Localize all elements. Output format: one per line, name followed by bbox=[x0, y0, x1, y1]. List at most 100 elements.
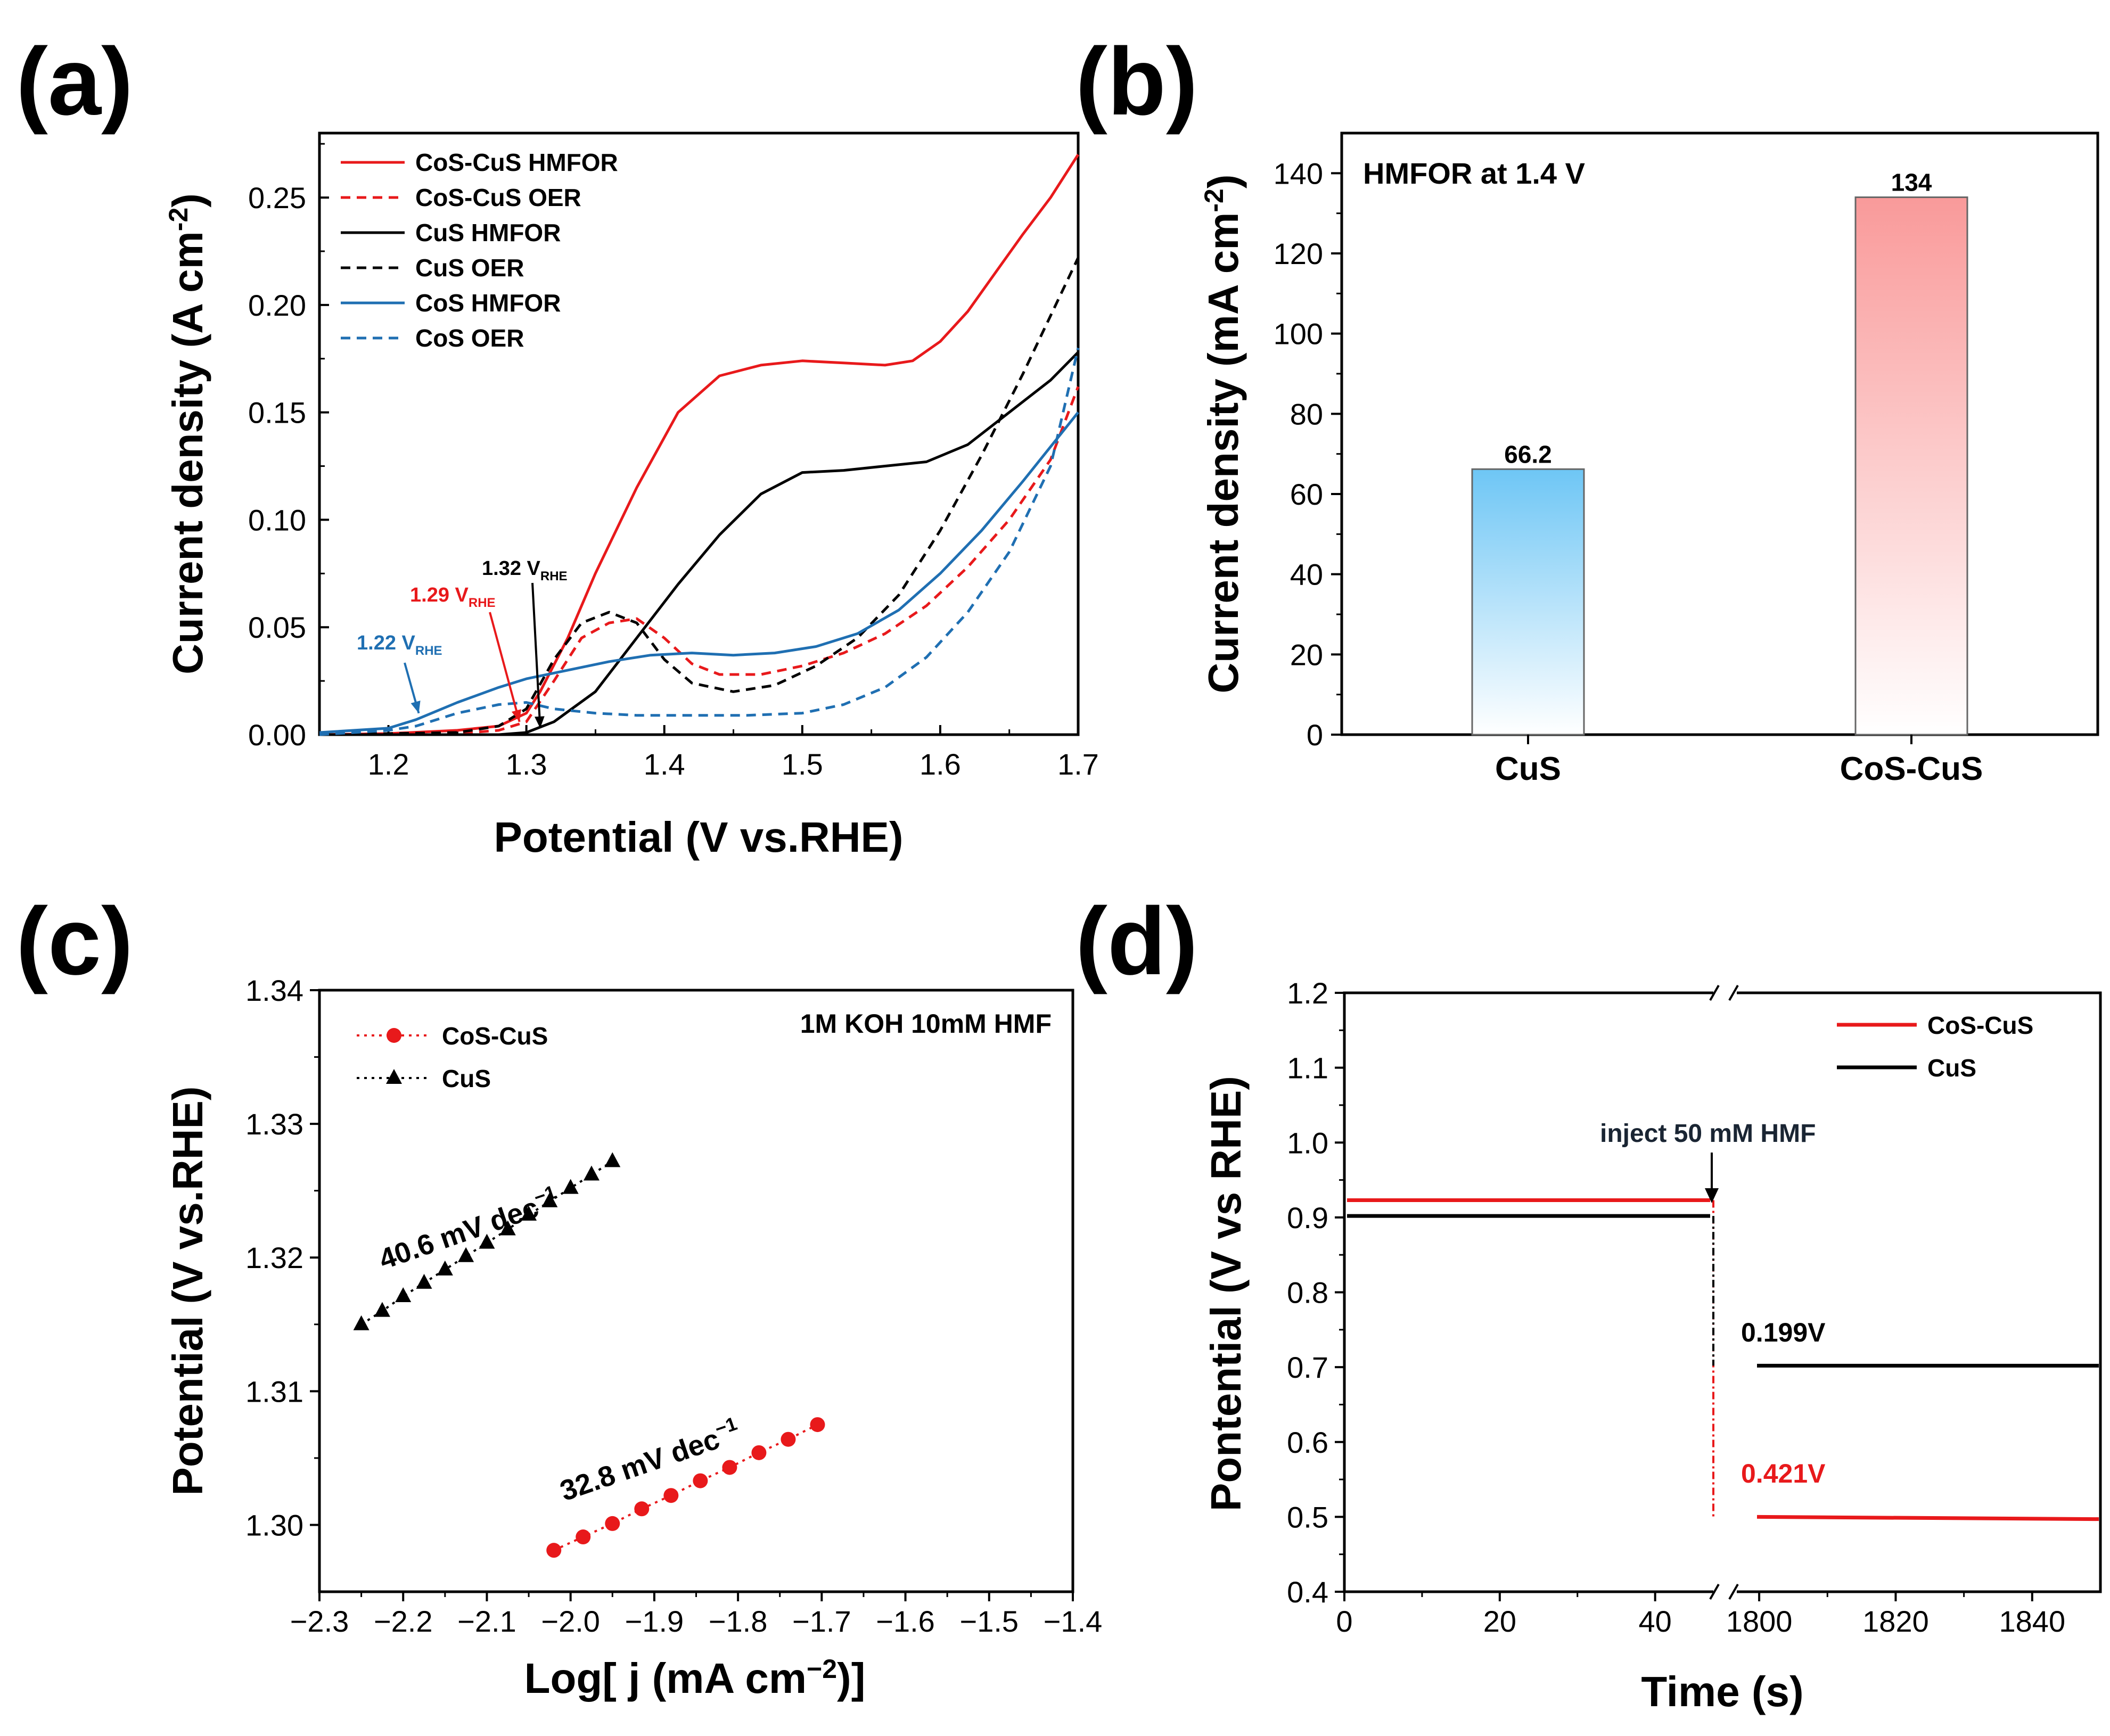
y-tick-label: 100 bbox=[1274, 317, 1323, 351]
data-point-cos-cus bbox=[693, 1473, 708, 1488]
data-point-cus bbox=[416, 1273, 432, 1289]
data-point-cus bbox=[604, 1152, 621, 1167]
y-tick-label: 0.5 bbox=[1287, 1500, 1328, 1534]
annotation-arrow bbox=[489, 612, 521, 722]
x-tick-label: 1820 bbox=[1862, 1605, 1929, 1638]
annotation-arrowhead bbox=[1705, 1188, 1719, 1203]
data-point-cus bbox=[353, 1315, 370, 1330]
bar-value-label: 66.2 bbox=[1504, 440, 1552, 468]
y-tick-label: 0.15 bbox=[248, 396, 306, 430]
panel-label-a: (a) bbox=[16, 28, 133, 135]
data-point-cos-cus bbox=[634, 1501, 650, 1517]
y-tick-label: 140 bbox=[1274, 157, 1323, 190]
legend-label: CoS-CuS HMFOR bbox=[415, 149, 618, 176]
y-tick-label: 120 bbox=[1274, 237, 1323, 270]
y-tick-label: 0.4 bbox=[1287, 1575, 1328, 1609]
series-line-cus-hmfor bbox=[319, 351, 1079, 736]
y-axis-title: Current density (mA cm-2) bbox=[1199, 175, 1247, 694]
panel-a-chart: 1.2 1.3 1.4 1.5 1.6 1.7 0.00 0.05 0.10 0.15 0.20 0.… bbox=[163, 131, 1099, 861]
x-tick-label: −1.7 bbox=[792, 1605, 851, 1638]
y-tick-label: 1.30 bbox=[245, 1508, 303, 1542]
data-point-cus bbox=[521, 1205, 537, 1221]
x-tick-label: 1840 bbox=[1999, 1605, 2066, 1638]
x-tick-label: −2.2 bbox=[374, 1605, 433, 1638]
data-point-cos-cus bbox=[781, 1431, 796, 1447]
data-point-cus bbox=[562, 1179, 579, 1194]
data-point-cus bbox=[374, 1302, 390, 1317]
y-tick-label: 0.25 bbox=[248, 181, 306, 215]
y-tick-label: 40 bbox=[1290, 558, 1323, 591]
annotation-label: 1.22 VRHE bbox=[357, 632, 442, 658]
plot-frame bbox=[318, 989, 1074, 1593]
data-point-cos-cus bbox=[576, 1529, 591, 1545]
axis-break-gap bbox=[1713, 1587, 1737, 1596]
legend-label: CuS bbox=[1927, 1054, 1976, 1082]
data-point-cos-cus bbox=[751, 1445, 767, 1460]
data-point-cus bbox=[541, 1192, 558, 1207]
panel-b-chart: 0 20 40 60 80 100 120 140 66.2 CuS 134 CoS-CuS HMF… bbox=[1199, 131, 2099, 787]
data-point-cos-cus bbox=[663, 1488, 679, 1503]
annotation-arrow bbox=[531, 582, 541, 729]
y-tick-label: 0.00 bbox=[248, 718, 306, 752]
y-tick-label: 0.9 bbox=[1287, 1201, 1328, 1235]
x-tick-label: −1.5 bbox=[959, 1605, 1019, 1638]
annotation-label: 0.421V bbox=[1741, 1459, 1826, 1488]
annotation-label: 1.32 VRHE bbox=[482, 557, 568, 583]
y-tick-label: 0.7 bbox=[1287, 1351, 1328, 1384]
legend-label: CoS-CuS bbox=[1927, 1011, 2033, 1039]
annotation-arrowhead bbox=[410, 700, 421, 713]
data-point-cus bbox=[479, 1233, 495, 1249]
y-tick-label: 1.31 bbox=[245, 1375, 303, 1408]
axis-break-mark bbox=[1728, 1584, 1739, 1600]
x-tick-label: −1.6 bbox=[876, 1605, 935, 1638]
annotation-arrowhead bbox=[511, 709, 521, 722]
axis-break-mark bbox=[1709, 1584, 1720, 1600]
annotation-label: inject 50 mM HMF bbox=[1600, 1120, 1816, 1148]
y-tick-label: 1.0 bbox=[1287, 1126, 1328, 1159]
y-tick-label: 80 bbox=[1290, 397, 1323, 431]
slope-label-cos-cus: 32.8 mV dec−1 bbox=[555, 1412, 744, 1507]
x-tick-label: −2.3 bbox=[290, 1605, 349, 1638]
data-point-cus bbox=[499, 1220, 516, 1236]
x-tick-label: 1.4 bbox=[644, 747, 685, 781]
legend-label: CoS-CuS bbox=[442, 1022, 548, 1050]
x-tick-label: 40 bbox=[1639, 1605, 1672, 1638]
x-axis-title: Potential (V vs.RHE) bbox=[494, 813, 903, 861]
series-line-cos-cus bbox=[1756, 1515, 2099, 1521]
y-tick-label: 1.1 bbox=[1287, 1051, 1328, 1085]
y-tick-label: 1.33 bbox=[245, 1107, 303, 1141]
axis-break-mark bbox=[1709, 985, 1720, 1001]
panel-d-chart: 0.4 0.5 0.6 0.7 0.8 0.9 1.0 1.1 1.2 0 20 40 1800 1820… bbox=[1202, 976, 2102, 1715]
data-point-cus bbox=[437, 1260, 453, 1276]
series-line-cus-oer bbox=[319, 257, 1080, 736]
x-tick-label: 1.6 bbox=[919, 747, 961, 781]
bar-cos-cus bbox=[1854, 196, 1968, 736]
y-tick-label: 0.8 bbox=[1287, 1276, 1328, 1310]
x-axis-title: Time (s) bbox=[1641, 1668, 1803, 1715]
y-tick-label: 60 bbox=[1290, 478, 1323, 511]
x-tick-label: −1.9 bbox=[625, 1605, 684, 1638]
data-point-cus bbox=[395, 1287, 412, 1303]
annotation-label: 0.199V bbox=[1741, 1318, 1826, 1347]
y-tick-label: 0.10 bbox=[248, 503, 306, 537]
x-tick-label: −2.0 bbox=[541, 1605, 600, 1638]
data-point-cos-cus bbox=[605, 1516, 620, 1531]
x-tick-label: 1.5 bbox=[782, 747, 823, 781]
y-tick-label: 0.05 bbox=[248, 611, 306, 644]
y-axis-title: Potential (V vs.RHE) bbox=[164, 1086, 211, 1495]
legend-label: CoS-CuS OER bbox=[415, 184, 581, 211]
x-tick-label: 1.2 bbox=[368, 747, 409, 781]
data-point-cus bbox=[583, 1165, 600, 1181]
x-tick-label: 1800 bbox=[1726, 1605, 1793, 1638]
legend-label: CoS OER bbox=[415, 324, 524, 352]
x-tick-label: −1.4 bbox=[1044, 1605, 1103, 1638]
y-axis-title: Current density (A cm-2) bbox=[163, 193, 211, 674]
x-tick-label: 1.3 bbox=[506, 747, 547, 781]
series-line-cos-cus-oer bbox=[319, 386, 1080, 736]
series-line-cos-oer bbox=[319, 348, 1080, 736]
axis-break-gap bbox=[1713, 989, 1737, 997]
data-point-cos-cus bbox=[546, 1543, 562, 1558]
annotation-arrowhead bbox=[535, 716, 545, 728]
bar-cus bbox=[1471, 468, 1585, 736]
